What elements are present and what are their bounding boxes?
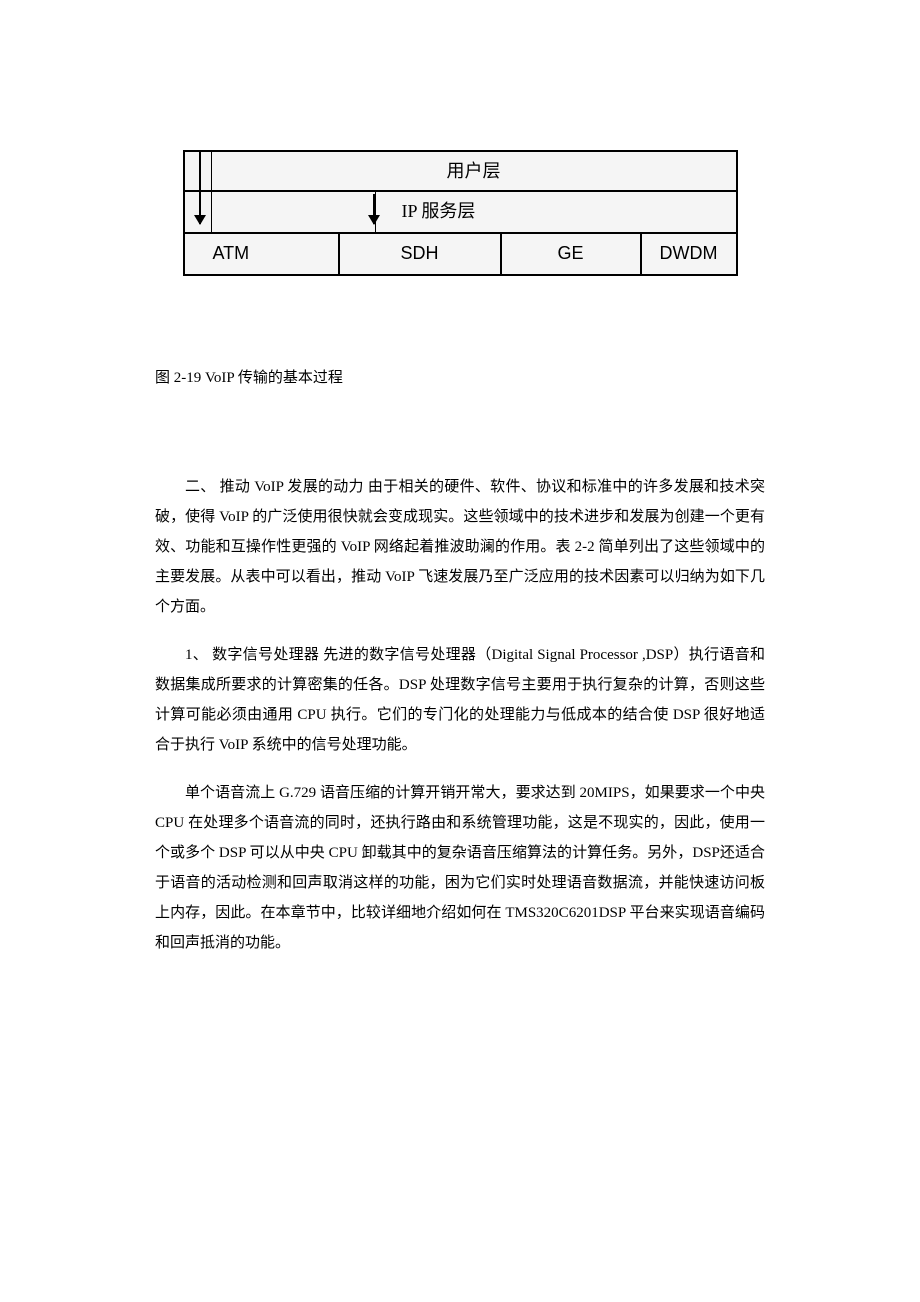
diagram-user-layer: 用户层 — [211, 150, 738, 192]
paragraph-1: 二、 推动 VoIP 发展的动力 由于相关的硬件、软件、协议和标准中的许多发展和… — [155, 472, 765, 622]
diagram-ip-service-layer: IP 服务层 — [375, 192, 738, 234]
diagram-cell-atm: ATM — [183, 234, 339, 276]
diagram-cell-spacer — [183, 192, 211, 234]
diagram-cell-ge: GE — [501, 234, 641, 276]
figure-caption: 图 2-19 VoIP 传输的基本过程 — [155, 366, 765, 387]
diagram-cell-spacer — [211, 192, 375, 234]
paragraph-3: 单个语音流上 G.729 语音压缩的计算开销开常大，要求达到 20MIPS，如果… — [155, 778, 765, 958]
diagram-cell-dwdm: DWDM — [641, 234, 738, 276]
diagram-cell-sdh: SDH — [339, 234, 501, 276]
arrow-short-icon — [373, 194, 375, 224]
diagram-cell-spacer — [183, 150, 211, 192]
paragraph-2: 1、 数字信号处理器 先进的数字信号处理器（Digital Signal Pro… — [155, 640, 765, 760]
layer-diagram: 用户层 IP 服务层 ATM SDH GE DWDM — [183, 150, 738, 276]
arrow-long-icon — [199, 152, 201, 224]
